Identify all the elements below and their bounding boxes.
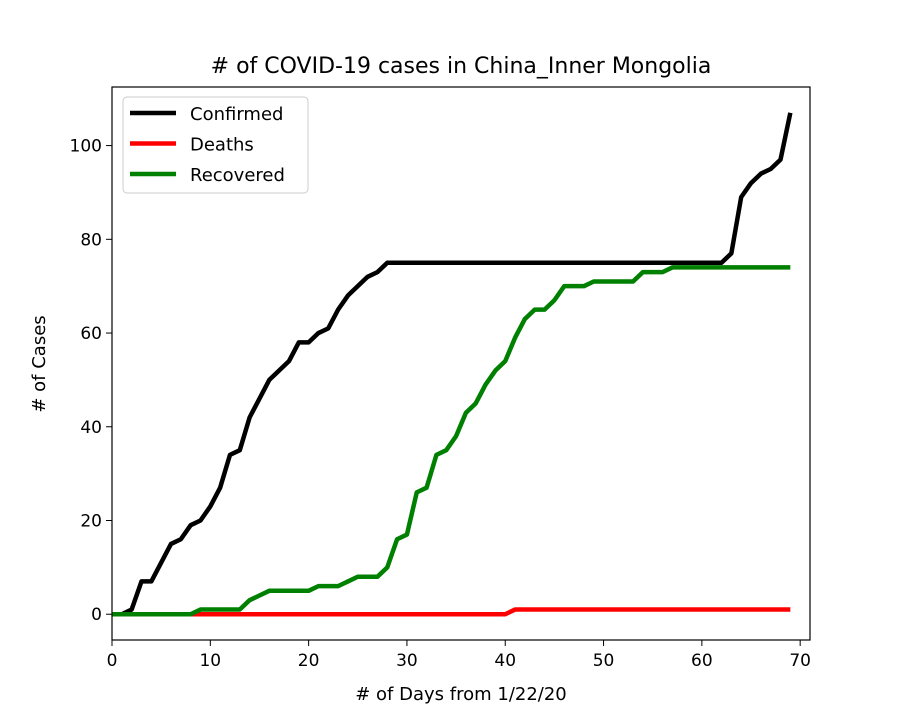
x-tick-label: 70 bbox=[789, 651, 811, 671]
legend-box bbox=[122, 96, 309, 194]
legend-label-confirmed: Confirmed bbox=[190, 104, 283, 125]
plot-lines bbox=[112, 112, 793, 617]
x-tick-label: 40 bbox=[494, 651, 516, 671]
y-tick-label: 40 bbox=[80, 418, 102, 438]
series-line-confirmed bbox=[112, 112, 793, 617]
y-tick-label: 0 bbox=[91, 605, 102, 625]
x-axis-ticks: 0 10 20 30 40 50 60 70 bbox=[107, 640, 811, 671]
y-tick-label: 100 bbox=[70, 137, 102, 157]
chart-title: # of COVID-19 cases in China_Inner Mongo… bbox=[211, 54, 712, 79]
y-axis-label: # of Cases bbox=[29, 315, 50, 412]
x-tick-label: 10 bbox=[199, 651, 221, 671]
x-tick-label: 50 bbox=[593, 651, 615, 671]
legend-label-deaths: Deaths bbox=[190, 135, 254, 156]
y-axis-ticks: 0 20 40 60 80 100 bbox=[70, 137, 112, 625]
x-tick-label: 20 bbox=[298, 651, 320, 671]
x-tick-label: 30 bbox=[396, 651, 418, 671]
series-line-deaths bbox=[112, 607, 791, 617]
plot-frame bbox=[111, 86, 811, 641]
x-tick-label: 0 bbox=[107, 651, 118, 671]
y-tick-label: 80 bbox=[80, 230, 102, 250]
legend-label-recovered: Recovered bbox=[190, 165, 285, 186]
series-line-recovered bbox=[112, 265, 791, 617]
x-axis-label: # of Days from 1/22/20 bbox=[355, 684, 567, 705]
y-tick-label: 20 bbox=[80, 511, 102, 531]
x-tick-label: 60 bbox=[691, 651, 713, 671]
y-tick-label: 60 bbox=[80, 324, 102, 344]
legend: Confirmed Deaths Recovered bbox=[122, 96, 309, 194]
